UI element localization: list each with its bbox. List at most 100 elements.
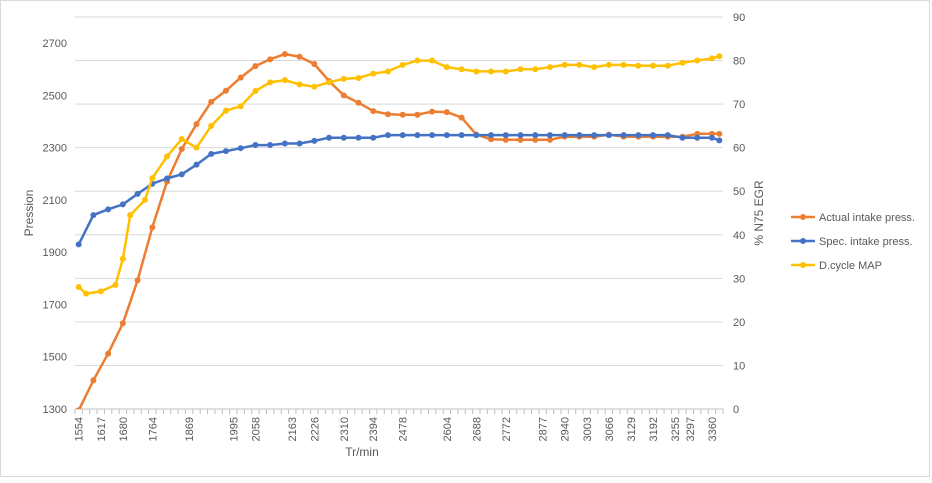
y-axis-label: Pression: [22, 190, 36, 237]
data-point: [488, 68, 495, 75]
data-point: [296, 53, 303, 60]
x-tick-label: 1554: [74, 417, 86, 441]
data-point: [517, 66, 524, 73]
data-point: [384, 68, 391, 75]
legend-item: Actual intake press.: [791, 212, 915, 224]
data-point: [355, 99, 362, 106]
data-point: [650, 62, 657, 69]
data-point: [178, 135, 185, 142]
x-tick-label: 2310: [339, 417, 351, 441]
x-tick-label: 3297: [685, 417, 697, 441]
y2-tick-label: 10: [733, 360, 745, 372]
data-point: [281, 140, 288, 147]
data-point: [252, 142, 259, 149]
series-line: [77, 55, 720, 295]
x-tick-label: 1764: [147, 417, 159, 441]
data-point: [311, 61, 318, 68]
legend-marker: [800, 262, 806, 268]
data-point: [605, 132, 612, 139]
legend-item: Spec. intake press.: [791, 236, 913, 248]
data-point: [561, 61, 568, 68]
data-point: [141, 196, 148, 203]
data-point: [473, 68, 480, 75]
data-point: [164, 175, 171, 182]
data-point: [591, 64, 598, 71]
data-point: [443, 132, 450, 139]
data-point: [296, 81, 303, 88]
data-point: [620, 132, 627, 139]
data-point: [355, 134, 362, 141]
y-tick-label: 2700: [43, 38, 67, 50]
data-point: [178, 171, 185, 178]
y2-tick-label: 20: [733, 317, 745, 329]
data-point: [119, 320, 126, 327]
x-tick-label: 2604: [442, 417, 454, 441]
data-point: [517, 132, 524, 139]
y2-tick-label: 0: [733, 404, 739, 416]
data-point: [716, 130, 723, 137]
data-point: [502, 68, 509, 75]
x-tick-label: 3003: [582, 417, 594, 441]
series-actual-intake-press: [75, 51, 723, 409]
x-tick-label: 3192: [648, 417, 660, 441]
data-point: [267, 56, 274, 63]
data-point: [458, 114, 465, 121]
data-point: [252, 88, 259, 95]
data-point: [105, 350, 112, 357]
data-point: [716, 137, 723, 144]
data-point: [708, 55, 715, 62]
data-point: [546, 132, 553, 139]
legend-marker: [800, 214, 806, 220]
data-point: [75, 407, 82, 409]
data-point: [370, 108, 377, 115]
data-point: [399, 132, 406, 139]
gridlines: [75, 16, 723, 410]
data-point: [222, 87, 229, 94]
data-point: [694, 134, 701, 141]
data-point: [97, 288, 104, 295]
data-point: [178, 145, 185, 152]
data-point: [311, 137, 318, 144]
data-point: [75, 241, 82, 248]
y2-tick-label: 30: [733, 273, 745, 285]
data-point: [296, 140, 303, 147]
data-point: [222, 107, 229, 114]
data-point: [119, 201, 126, 208]
data-point: [591, 132, 598, 139]
data-point: [370, 70, 377, 77]
data-point: [208, 122, 215, 129]
data-point: [664, 132, 671, 139]
x-tick-label: 1617: [96, 417, 108, 441]
data-point: [281, 77, 288, 84]
y2-tick-label: 70: [733, 99, 745, 111]
data-point: [149, 224, 156, 231]
x-tick-label: 1869: [184, 417, 196, 441]
data-point: [340, 92, 347, 99]
series-line: [77, 133, 720, 245]
data-point: [134, 190, 141, 197]
data-point: [488, 132, 495, 139]
data-point: [532, 132, 539, 139]
data-point: [355, 74, 362, 81]
legend-label: Actual intake press.: [819, 212, 915, 224]
data-point: [340, 75, 347, 82]
legend-marker: [800, 238, 806, 244]
data-point: [458, 132, 465, 139]
data-point: [193, 161, 200, 168]
data-point: [429, 57, 436, 64]
data-point: [326, 79, 333, 86]
y-tick-label: 2500: [43, 90, 67, 102]
data-point: [164, 153, 171, 160]
x-tick-label: 2877: [538, 417, 550, 441]
x-tick-label: 2772: [501, 417, 513, 441]
y2-tick-label: 90: [733, 12, 745, 24]
data-point: [650, 132, 657, 139]
data-point: [502, 132, 509, 139]
data-point: [127, 212, 134, 219]
data-point: [620, 61, 627, 68]
data-point: [502, 136, 509, 143]
data-point: [546, 136, 553, 143]
x-tick-label: 2394: [368, 417, 380, 441]
data-point: [222, 148, 229, 155]
